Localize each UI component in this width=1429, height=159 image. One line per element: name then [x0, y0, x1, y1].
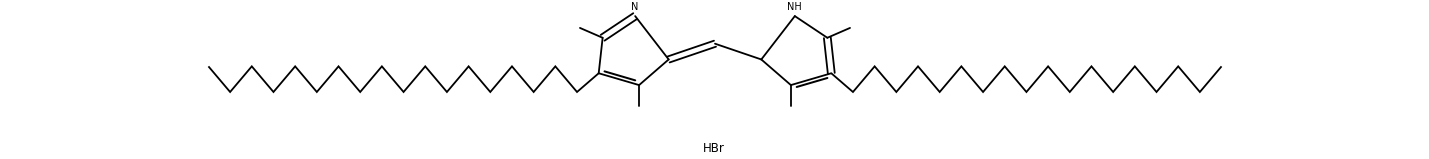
Text: HBr: HBr	[703, 142, 725, 155]
Text: NH: NH	[787, 2, 802, 12]
Text: N: N	[632, 2, 639, 12]
